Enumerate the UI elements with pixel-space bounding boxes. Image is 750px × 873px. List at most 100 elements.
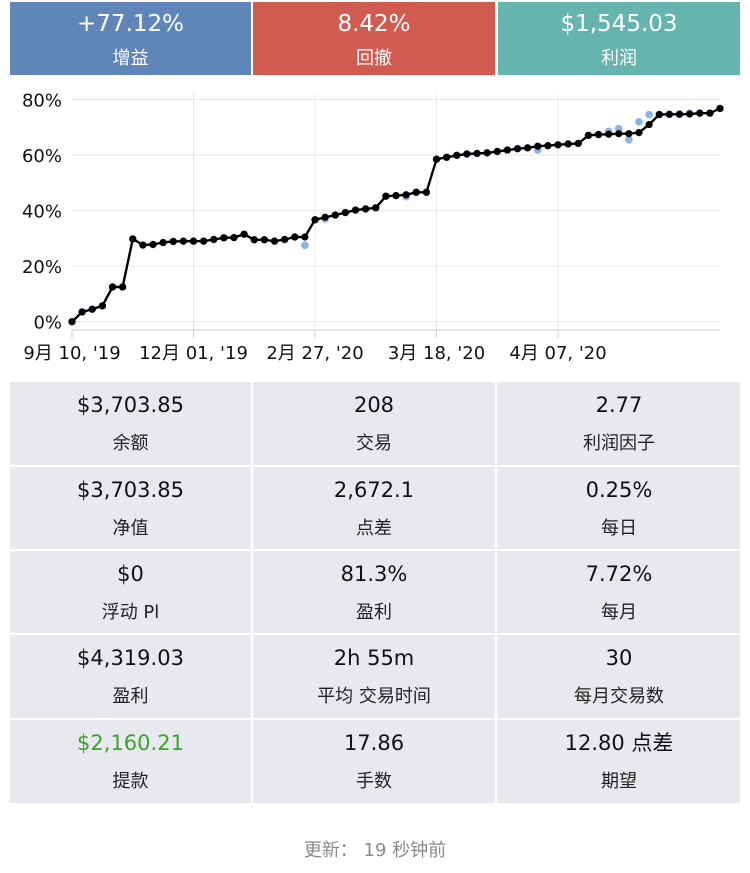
gain-card[interactable]: +77.12% 增益 (10, 2, 251, 75)
update-label: 更新： (303, 840, 358, 861)
equity-point (341, 208, 349, 217)
equity-point (372, 204, 380, 212)
balance-point (625, 136, 633, 144)
stat-profit-factor: 2.77 利润因子 (498, 382, 740, 465)
stat-floating-pl: $0 浮动 Pl (10, 551, 251, 633)
y-tick-label: 80% (22, 91, 62, 112)
stat-label: 点差 (356, 518, 392, 539)
equity-point (412, 188, 420, 196)
equity-point (564, 140, 572, 148)
stat-value: 208 (353, 393, 395, 417)
equity-point (443, 153, 451, 161)
equity-point (574, 139, 582, 148)
equity-point (716, 104, 724, 113)
equity-point (98, 302, 106, 310)
balance-point (614, 124, 623, 133)
gain-label: 增益 (112, 48, 149, 69)
equity-line (71, 107, 721, 323)
stat-label: 余额 (112, 433, 149, 454)
equity-point (696, 109, 704, 117)
x-tick-label: 2月 27, '20 (266, 343, 363, 364)
stat-pips: 2,672.1 点差 (253, 467, 495, 549)
equity-point (68, 318, 76, 326)
grid-divider (10, 718, 740, 720)
stat-label: 净值 (112, 518, 149, 539)
grid-divider (10, 465, 740, 467)
stat-label: 每日 (601, 518, 637, 539)
balance-point (301, 241, 309, 250)
stat-value: $2,160.21 (77, 731, 184, 755)
stat-label: 每月交易数 (574, 686, 664, 707)
equity-point (392, 192, 400, 200)
profit-label: 利润 (601, 48, 637, 69)
stat-balance: $3,703.85 余额 (10, 382, 251, 465)
stat-value: 0.25% (585, 478, 653, 502)
equity-point (230, 233, 238, 242)
x-tick-label: 12月 01, '19 (139, 343, 248, 364)
stat-value: 12.80 点差 (564, 731, 674, 755)
equity-point (584, 131, 592, 139)
equity-point (503, 146, 511, 154)
equity-point (473, 149, 481, 158)
profit-value: $1,545.03 (560, 11, 678, 37)
equity-point (200, 237, 208, 245)
stat-label: 平均 交易时间 (317, 686, 431, 707)
stat-value: 2.77 (595, 393, 643, 417)
stat-label: 利润因子 (583, 433, 655, 454)
grid-divider (10, 633, 740, 635)
stat-expectancy: 12.80 点差 期望 (498, 720, 740, 803)
equity-point (382, 192, 390, 200)
stat-label: 交易 (356, 433, 392, 454)
equity-point (665, 110, 673, 118)
stat-value: $4,319.03 (77, 646, 184, 670)
equity-point (534, 142, 542, 150)
stat-label: 浮动 Pl (101, 602, 160, 623)
equity-point (129, 235, 137, 243)
equity-point (402, 191, 410, 199)
equity-point (655, 110, 663, 119)
x-tick-label: 3月 18, '20 (388, 343, 485, 364)
equity-point (513, 145, 522, 153)
equity-point (108, 283, 117, 291)
growth-chart[interactable]: 0% 20% 40% 60% 80% 9月 10, '19 12月 01, '19 2月 27… (0, 88, 750, 378)
grid-divider (495, 382, 497, 803)
equity-point (189, 237, 198, 245)
grid-divider (10, 549, 740, 551)
stat-value: 2h 55m (333, 646, 415, 670)
equity-point (291, 233, 299, 241)
equity-point (554, 141, 562, 149)
stat-value: 2,672.1 (333, 478, 415, 502)
equity-point (321, 213, 329, 221)
balance-point (635, 117, 643, 126)
stat-label: 盈利 (356, 602, 392, 623)
equity-point (210, 235, 218, 244)
update-time: 19 秒钟前 (363, 840, 447, 861)
equity-point (220, 234, 228, 242)
equity-point (281, 235, 289, 244)
equity-point (351, 206, 360, 214)
stat-equity: $3,703.85 净值 (10, 467, 251, 549)
equity-point (645, 120, 653, 129)
x-tick-label: 4月 07, '20 (509, 343, 606, 364)
stat-daily: 0.25% 每日 (498, 467, 740, 549)
drawdown-card[interactable]: 8.42% 回撤 (253, 2, 495, 75)
y-tick-label: 0% (33, 313, 62, 334)
equity-point (270, 237, 279, 245)
equity-point (260, 236, 268, 244)
equity-point (78, 308, 86, 316)
equity-point (139, 241, 147, 249)
equity-point (119, 283, 127, 291)
profit-card[interactable]: $1,545.03 利润 (498, 2, 740, 75)
equity-point (625, 130, 633, 138)
stat-value: 81.3% (340, 562, 408, 586)
equity-point (594, 130, 603, 139)
stat-trades-per-month: 30 每月交易数 (498, 635, 740, 718)
equity-point (149, 240, 157, 249)
equity-point (483, 149, 491, 157)
balance-point (645, 110, 653, 119)
y-tick-label: 40% (22, 202, 62, 223)
equity-point (524, 144, 532, 152)
y-tick-label: 20% (22, 257, 62, 278)
stat-profit: $4,319.03 盈利 (10, 635, 251, 718)
account-stats-grid: $3,703.85 余额 208 交易 2.77 利润因子 $3,703.85 净值 2,672… (10, 382, 740, 803)
